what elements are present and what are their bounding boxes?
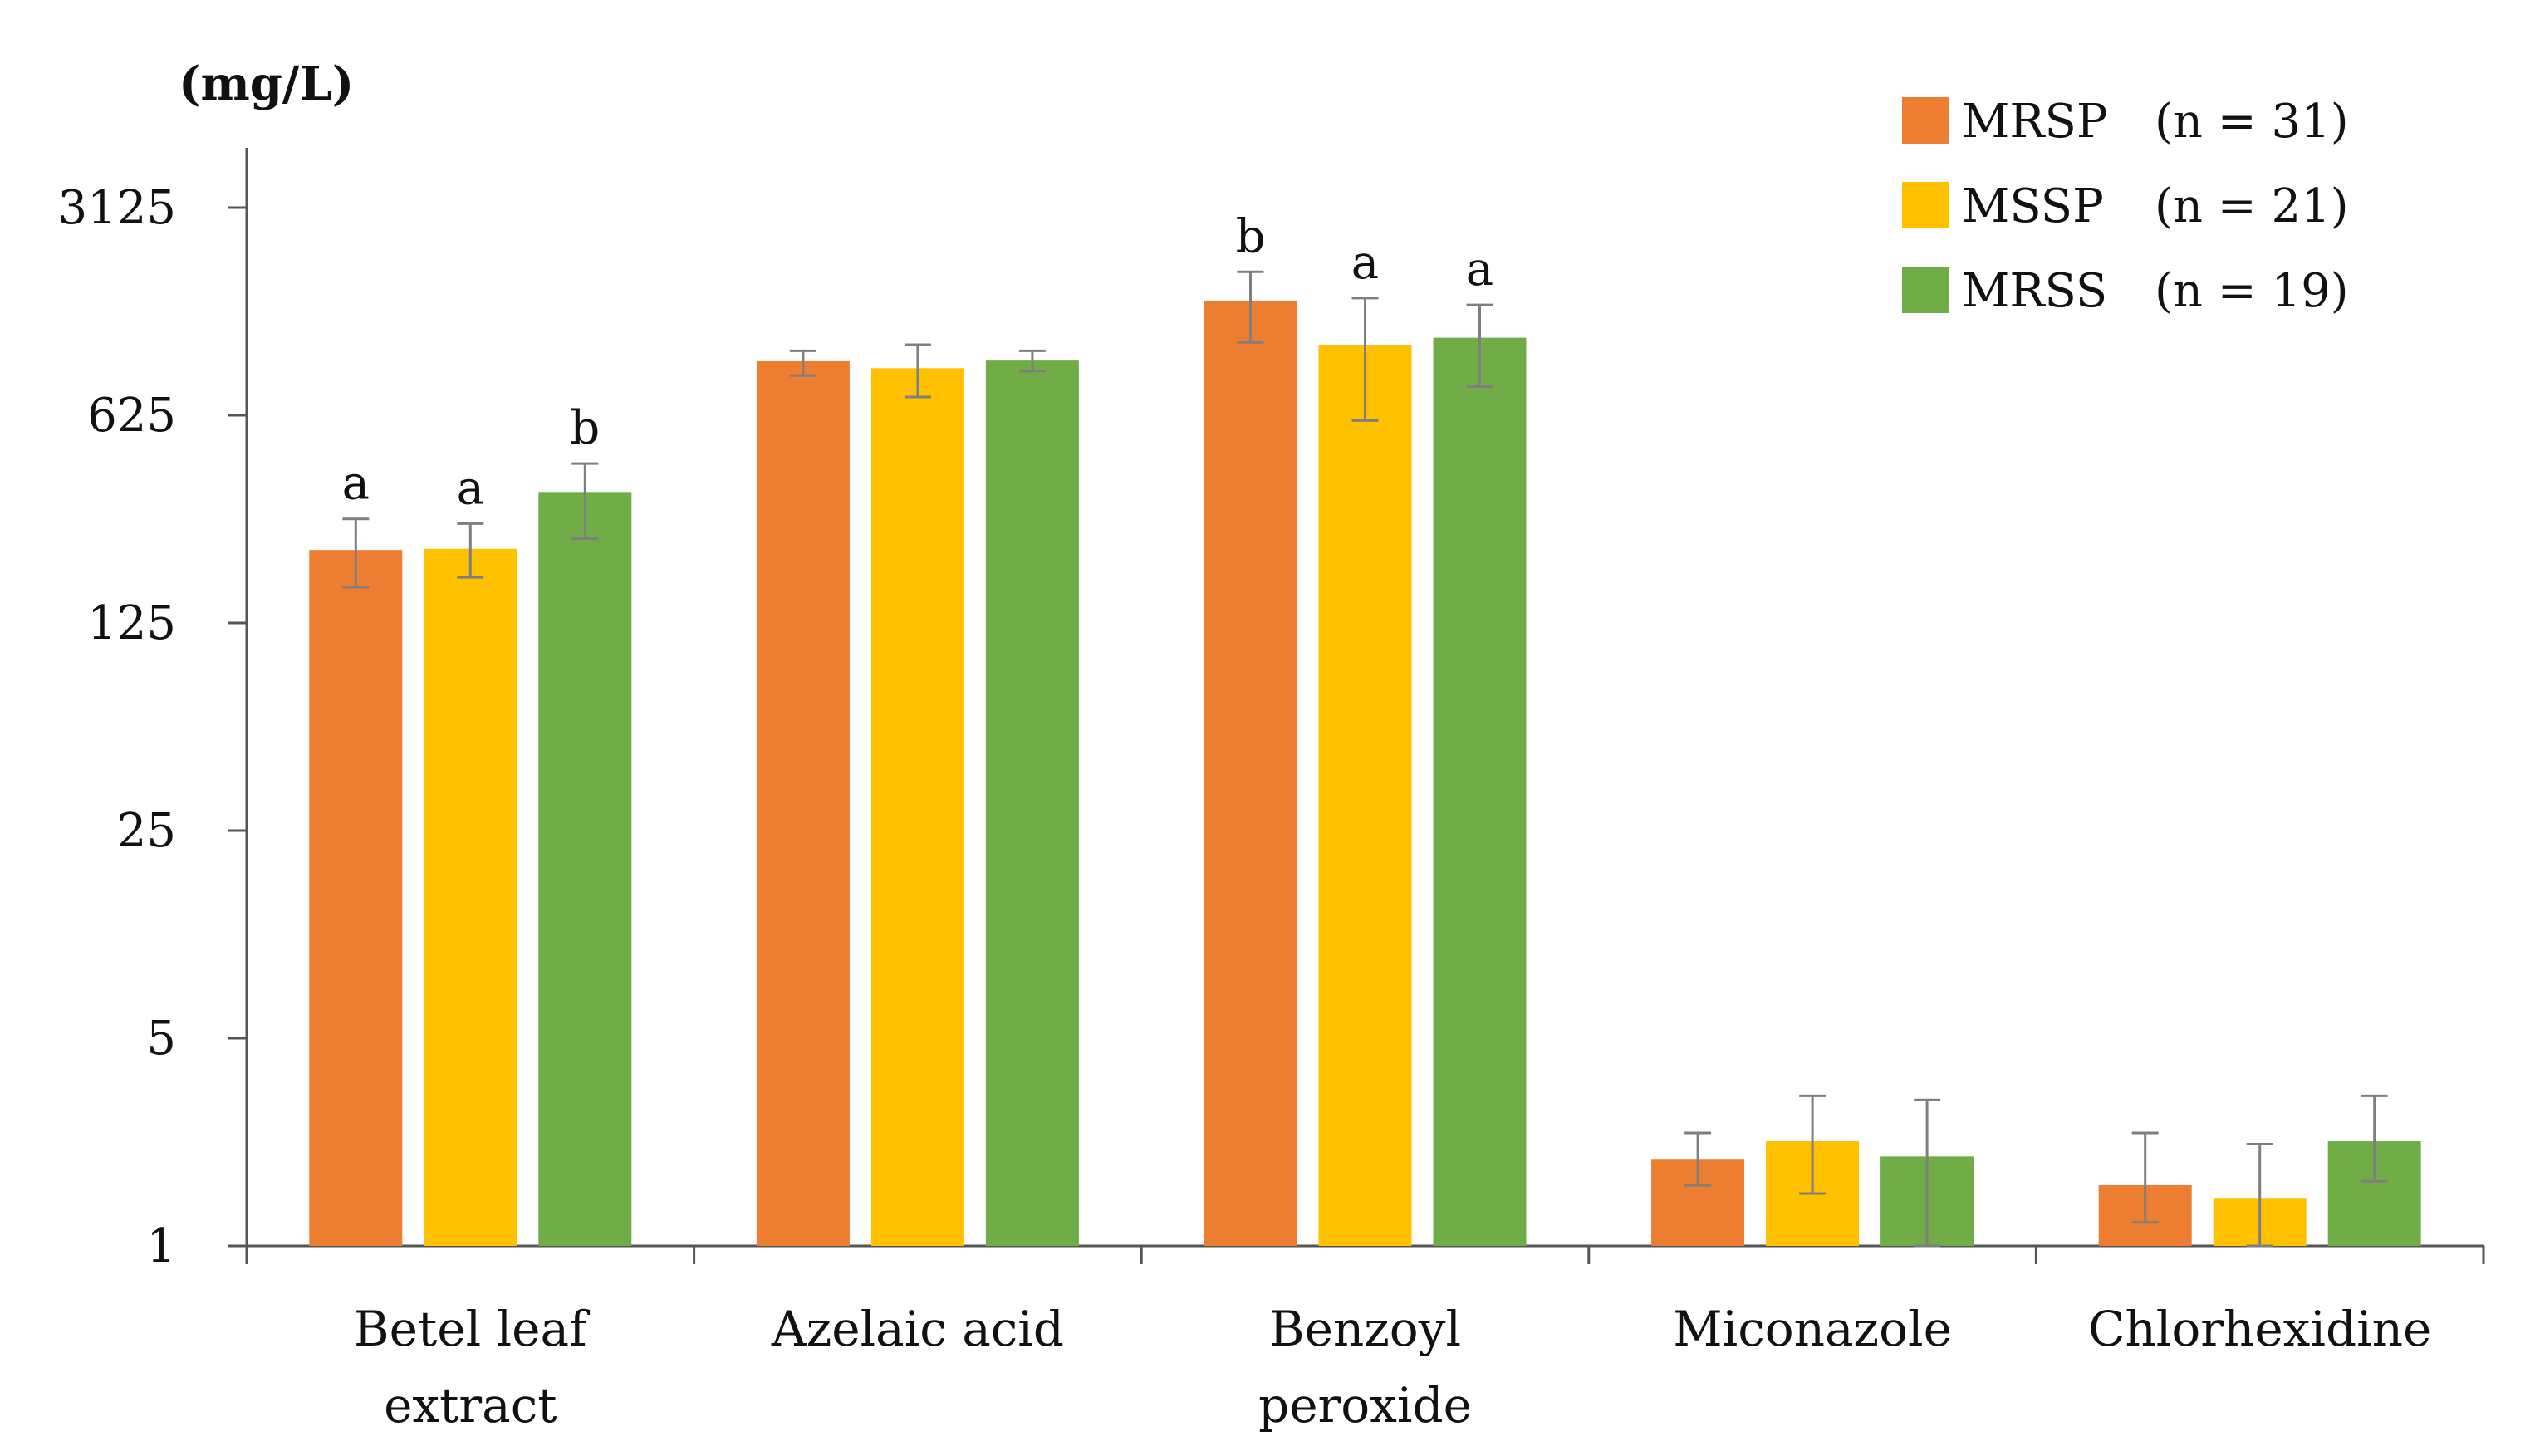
category-label: Benzoyl: [1269, 1301, 1461, 1357]
category-label: Miconazole: [1673, 1301, 1952, 1357]
legend: MRSP (n = 31) MSSP (n = 21) MRSS (n = 19): [1902, 95, 2349, 318]
y-tick-label: 5: [146, 1012, 176, 1066]
legend-sample-size: (n = 31): [2155, 95, 2349, 149]
significance-letter: a: [457, 461, 484, 515]
bar-mrss: [1433, 337, 1527, 1247]
legend-swatch-mrss: [1902, 267, 1949, 313]
bar-mssp: [424, 548, 517, 1246]
x-axis-ticks: [245, 1246, 2485, 1264]
category-labels: Betel leaf extract Azelaic acid Benzoyl pero…: [354, 1301, 2431, 1434]
significance-letter: a: [1351, 236, 1379, 290]
category-label: extract: [384, 1377, 557, 1434]
significance-letter: b: [1236, 209, 1266, 263]
category-label: Chlorhexidine: [2088, 1301, 2431, 1357]
legend-sample-size: (n = 19): [2155, 264, 2349, 318]
bar-groups: [309, 300, 2421, 1247]
legend-swatch-mssp: [1902, 182, 1949, 228]
bar-mssp: [1318, 345, 1412, 1246]
significance-labels: a a b b a a: [342, 209, 1494, 515]
y-axis-unit-label: (mg/L): [179, 56, 354, 111]
significance-letter: a: [1466, 243, 1493, 297]
category-label: peroxide: [1258, 1377, 1472, 1434]
bar-mrss: [985, 360, 1079, 1246]
y-tick-label: 25: [117, 804, 176, 858]
bar-mrss: [538, 492, 632, 1246]
legend-series-name: MRSP: [1962, 95, 2108, 149]
y-tick-label: 125: [87, 596, 176, 650]
y-tick-label: 3125: [57, 181, 176, 235]
bar-mrsp: [756, 360, 850, 1246]
y-tick-label: 1: [146, 1219, 176, 1273]
bar-mssp: [870, 368, 964, 1246]
significance-letter: b: [570, 401, 600, 455]
legend-sample-size: (n = 21): [2155, 179, 2349, 233]
legend-swatch-mrsp: [1902, 97, 1949, 144]
y-axis-ticks: 1 5 25 125 625 3125: [57, 181, 247, 1273]
y-tick-label: 625: [87, 389, 176, 443]
category-label: Azelaic acid: [771, 1301, 1064, 1357]
legend-series-name: MRSS: [1962, 264, 2107, 318]
error-bars: [342, 270, 2388, 1248]
significance-letter: a: [342, 457, 370, 511]
bar-mrsp: [309, 550, 403, 1246]
category-label: Betel leaf: [354, 1301, 590, 1357]
legend-series-name: MSSP: [1962, 179, 2104, 233]
bar-mrsp: [1204, 300, 1297, 1246]
